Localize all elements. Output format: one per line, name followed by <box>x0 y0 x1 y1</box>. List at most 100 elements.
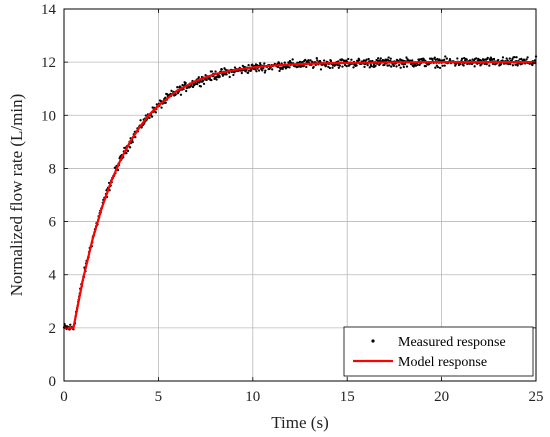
measured-point <box>350 58 353 61</box>
x-tick-label: 20 <box>434 389 449 405</box>
measured-point <box>526 56 529 59</box>
axis-ticks: 0 5 10 15 20 25 0 2 4 6 8 10 12 14 <box>41 2 544 405</box>
measured-point <box>341 65 344 68</box>
measured-point <box>520 57 523 61</box>
measured-point <box>436 57 439 61</box>
measured-point <box>174 93 177 96</box>
measured-point <box>255 70 258 73</box>
measured-point <box>307 59 310 62</box>
measured-point <box>205 78 208 82</box>
measured-point <box>501 56 505 59</box>
measured-point <box>281 67 284 71</box>
measured-point <box>202 82 206 86</box>
measured-point <box>214 70 217 73</box>
measured-point <box>302 64 305 68</box>
measured-point <box>327 65 330 69</box>
measured-point <box>277 62 281 65</box>
measured-point <box>208 76 211 80</box>
measured-point <box>254 68 257 71</box>
series-layer <box>62 55 538 331</box>
measured-point <box>160 106 163 109</box>
measured-point <box>438 66 442 69</box>
measured-point <box>387 56 390 59</box>
measured-point <box>509 62 512 66</box>
measured-point <box>443 64 446 67</box>
measured-point <box>428 57 432 60</box>
measured-point <box>329 59 333 63</box>
x-tick-label: 0 <box>60 389 68 405</box>
measured-point <box>261 69 264 72</box>
measured-point <box>210 70 214 73</box>
measured-point <box>276 65 280 69</box>
measured-point <box>370 64 373 68</box>
measured-point <box>347 57 350 61</box>
measured-point <box>305 65 308 69</box>
measured-point <box>176 92 179 95</box>
measured-point <box>271 68 274 71</box>
measured-point <box>179 93 183 96</box>
measured-point <box>431 57 434 61</box>
measured-point <box>367 57 370 61</box>
measured-point <box>475 57 478 60</box>
x-tick-label: 5 <box>155 389 163 405</box>
measured-point <box>331 66 334 69</box>
measured-point <box>345 64 348 68</box>
measured-point <box>128 146 132 149</box>
measured-point <box>210 79 213 82</box>
legend-label-measured: Measured response <box>398 335 506 350</box>
model-response-line <box>64 61 536 329</box>
measured-point <box>338 64 342 67</box>
measured-point <box>291 58 294 61</box>
measured-point <box>166 93 169 96</box>
measured-point <box>368 66 371 69</box>
measured-point <box>144 114 147 117</box>
measured-point <box>126 149 130 152</box>
measured-point <box>499 63 503 66</box>
legend-marker-measured <box>371 339 375 343</box>
measured-point <box>485 63 488 66</box>
x-tick-label: 10 <box>245 389 260 405</box>
measured-point <box>386 59 390 62</box>
measured-point <box>259 63 262 67</box>
measured-point <box>196 82 199 86</box>
measured-point <box>288 59 292 63</box>
measured-point <box>69 323 72 326</box>
measured-point <box>355 64 358 67</box>
measured-point <box>525 58 528 61</box>
measured-point <box>390 65 393 68</box>
measured-point <box>433 56 436 59</box>
measured-point <box>221 74 225 77</box>
measured-point <box>488 64 491 67</box>
measured-point <box>337 66 340 69</box>
measured-point <box>465 58 468 61</box>
measured-point <box>262 67 265 70</box>
measured-point <box>363 65 366 69</box>
measured-point <box>516 64 519 67</box>
measured-point <box>319 68 323 71</box>
measured-point <box>412 65 415 68</box>
measured-point <box>443 58 446 61</box>
measured-point <box>316 59 319 62</box>
measured-point <box>444 55 447 58</box>
measured-point <box>204 74 207 77</box>
measured-point <box>480 63 483 66</box>
measured-point <box>197 76 200 79</box>
plot-frame <box>63 8 537 382</box>
measured-point <box>232 73 235 77</box>
y-tick-label: 12 <box>41 55 56 71</box>
measured-point <box>283 61 286 64</box>
measured-point <box>395 65 398 68</box>
measured-point <box>460 57 464 60</box>
measured-point <box>486 56 489 60</box>
measured-point <box>378 59 381 62</box>
measured-point <box>492 57 496 61</box>
measured-point <box>511 64 515 67</box>
x-tick-label: 25 <box>529 389 544 405</box>
measured-point <box>436 65 440 69</box>
legend: Measured response Model response <box>343 326 534 377</box>
y-tick-label: 10 <box>41 108 56 124</box>
measured-point <box>250 68 253 71</box>
measured-point <box>513 56 516 59</box>
measured-point <box>178 85 182 88</box>
measured-point <box>154 111 157 114</box>
